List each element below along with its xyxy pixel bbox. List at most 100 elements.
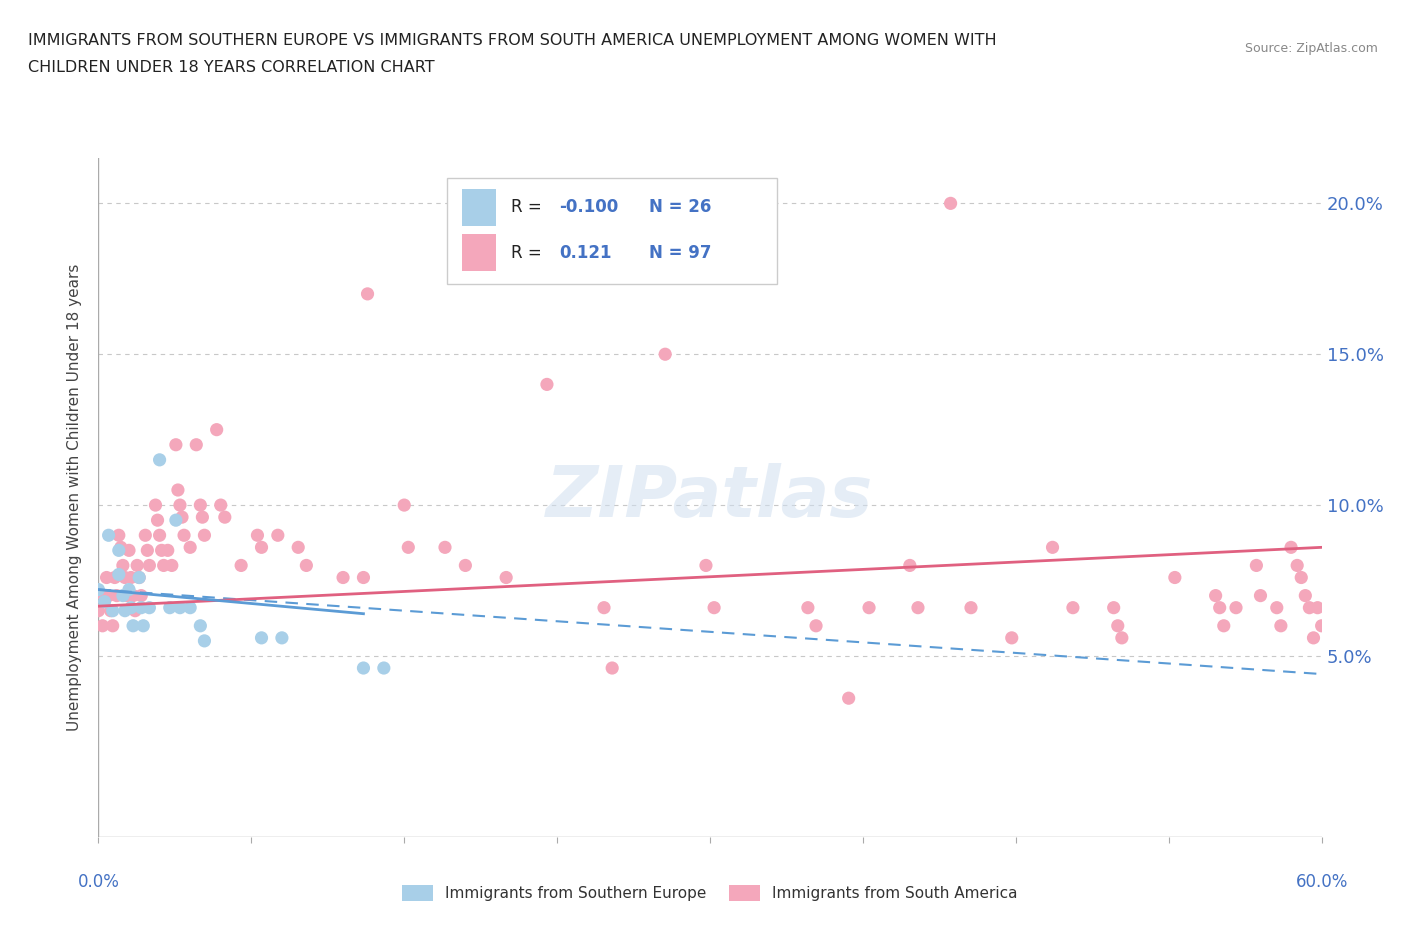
Point bbox=[536, 377, 558, 392]
Point bbox=[111, 558, 134, 573]
Point bbox=[804, 618, 827, 633]
Point bbox=[454, 558, 477, 573]
Point bbox=[136, 543, 159, 558]
Point bbox=[858, 600, 880, 615]
Point bbox=[907, 600, 929, 615]
Y-axis label: Unemployment Among Women with Children Under 18 years: Unemployment Among Women with Children U… bbox=[67, 264, 83, 731]
Point bbox=[87, 604, 110, 618]
Point bbox=[100, 604, 122, 618]
Point bbox=[332, 570, 354, 585]
Point bbox=[152, 558, 174, 573]
Point bbox=[373, 660, 395, 675]
Point bbox=[1249, 588, 1271, 603]
Text: CHILDREN UNDER 18 YEARS CORRELATION CHART: CHILDREN UNDER 18 YEARS CORRELATION CHAR… bbox=[28, 60, 434, 75]
Point bbox=[1302, 631, 1324, 645]
Point bbox=[120, 570, 142, 585]
Point bbox=[108, 543, 131, 558]
Text: IMMIGRANTS FROM SOUTHERN EUROPE VS IMMIGRANTS FROM SOUTH AMERICA UNEMPLOYMENT AM: IMMIGRANTS FROM SOUTHERN EUROPE VS IMMIG… bbox=[28, 33, 997, 47]
Point bbox=[392, 498, 416, 512]
Text: N = 97: N = 97 bbox=[650, 244, 711, 262]
Point bbox=[352, 570, 374, 585]
Point bbox=[120, 600, 142, 615]
Point bbox=[250, 540, 273, 555]
Point bbox=[193, 528, 215, 543]
Point bbox=[267, 528, 290, 543]
Point bbox=[434, 540, 457, 555]
Text: 60.0%: 60.0% bbox=[1295, 873, 1348, 891]
Point bbox=[250, 631, 273, 645]
Point bbox=[1001, 631, 1024, 645]
Point bbox=[128, 570, 150, 585]
Point bbox=[104, 570, 127, 585]
FancyBboxPatch shape bbox=[461, 234, 496, 272]
Text: N = 26: N = 26 bbox=[650, 198, 711, 217]
Point bbox=[838, 691, 860, 706]
Point bbox=[1246, 558, 1268, 573]
Point bbox=[165, 437, 187, 452]
Point bbox=[101, 604, 124, 618]
Text: Source: ZipAtlas.com: Source: ZipAtlas.com bbox=[1244, 42, 1378, 55]
Point bbox=[115, 588, 138, 603]
Point bbox=[1209, 600, 1232, 615]
Point bbox=[1298, 600, 1320, 615]
Point bbox=[214, 510, 236, 525]
Point bbox=[145, 498, 167, 512]
Point bbox=[1164, 570, 1187, 585]
Point bbox=[193, 633, 215, 648]
Point bbox=[209, 498, 232, 512]
Point bbox=[170, 510, 193, 525]
FancyBboxPatch shape bbox=[447, 179, 778, 284]
Point bbox=[231, 558, 253, 573]
Point bbox=[654, 347, 676, 362]
Point bbox=[1205, 588, 1227, 603]
Point bbox=[138, 600, 160, 615]
Text: ZIPatlas: ZIPatlas bbox=[547, 463, 873, 532]
Point bbox=[352, 660, 374, 675]
Point bbox=[1111, 631, 1133, 645]
Point bbox=[129, 588, 152, 603]
Point bbox=[939, 196, 962, 211]
Point bbox=[108, 528, 131, 543]
Point bbox=[110, 540, 132, 555]
Point bbox=[87, 585, 110, 600]
Point bbox=[703, 600, 725, 615]
Point bbox=[356, 286, 378, 301]
Point bbox=[179, 600, 201, 615]
Point bbox=[160, 558, 183, 573]
Point bbox=[91, 618, 114, 633]
Point bbox=[188, 498, 212, 512]
Point bbox=[188, 618, 212, 633]
Point bbox=[165, 512, 187, 527]
Point bbox=[1286, 558, 1309, 573]
Point bbox=[1270, 618, 1292, 633]
Point bbox=[93, 594, 115, 609]
Point bbox=[1291, 570, 1313, 585]
Point bbox=[1062, 600, 1084, 615]
Point bbox=[1042, 540, 1064, 555]
Point bbox=[695, 558, 717, 573]
Point bbox=[114, 604, 136, 618]
Point bbox=[97, 588, 120, 603]
Point bbox=[186, 437, 208, 452]
Point bbox=[156, 543, 179, 558]
Point bbox=[101, 618, 124, 633]
Point bbox=[129, 600, 152, 615]
Text: 0.0%: 0.0% bbox=[77, 873, 120, 891]
Point bbox=[159, 600, 181, 615]
Point bbox=[111, 588, 134, 603]
Point bbox=[134, 528, 156, 543]
Point bbox=[97, 528, 120, 543]
Point bbox=[114, 570, 136, 585]
Text: 0.121: 0.121 bbox=[560, 244, 612, 262]
Legend: Immigrants from Southern Europe, Immigrants from South America: Immigrants from Southern Europe, Immigra… bbox=[396, 879, 1024, 908]
Point bbox=[1294, 588, 1316, 603]
Point bbox=[1265, 600, 1288, 615]
Point bbox=[122, 618, 145, 633]
Point bbox=[1102, 600, 1125, 615]
Point bbox=[1310, 618, 1333, 633]
Point bbox=[1212, 618, 1234, 633]
Point bbox=[105, 588, 128, 603]
Point bbox=[205, 422, 228, 437]
FancyBboxPatch shape bbox=[461, 189, 496, 226]
Point bbox=[149, 452, 172, 467]
